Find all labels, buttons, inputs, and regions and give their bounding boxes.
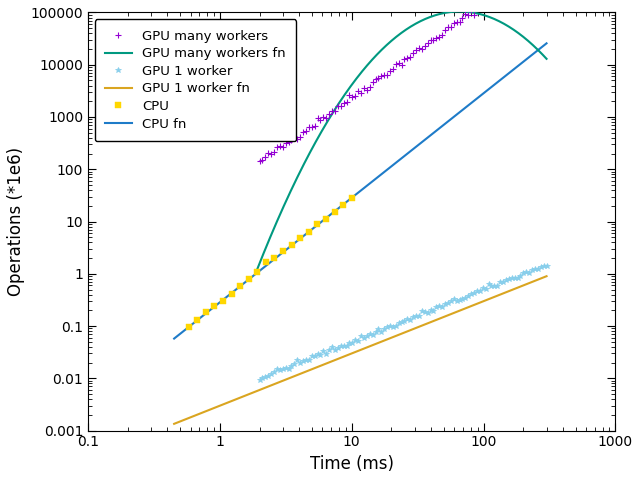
CPU fn <box>172 335 179 340</box>
CPU <box>296 235 304 241</box>
Line: GPU many workers fn: GPU many workers fn <box>257 12 547 271</box>
GPU 1 worker <box>520 270 527 276</box>
CPU <box>236 283 244 288</box>
GPU 1 worker <box>540 263 547 269</box>
GPU 1 worker <box>528 267 536 273</box>
GPU many workers fn <box>498 20 506 25</box>
GPU many workers fn <box>424 15 432 21</box>
GPU 1 worker <box>311 353 319 359</box>
GPU 1 worker fn <box>398 331 406 336</box>
X-axis label: Time (ms): Time (ms) <box>310 455 394 473</box>
Line: GPU 1 worker fn: GPU 1 worker fn <box>174 276 547 424</box>
GPU many workers <box>256 158 264 164</box>
GPU 1 worker fn <box>508 287 515 293</box>
GPU many workers fn <box>516 32 524 37</box>
GPU 1 worker fn <box>484 297 492 302</box>
GPU many workers fn <box>253 265 261 271</box>
GPU many workers fn <box>456 9 463 14</box>
Line: GPU many workers: GPU many workers <box>257 0 549 164</box>
GPU many workers <box>427 37 435 43</box>
CPU fn <box>398 155 406 161</box>
CPU <box>253 269 261 275</box>
CPU <box>185 324 193 330</box>
GPU 1 worker <box>256 377 264 383</box>
GPU many workers <box>323 115 330 120</box>
CPU <box>305 229 313 235</box>
Y-axis label: Operations (*1e6): Operations (*1e6) <box>7 147 25 296</box>
CPU <box>219 298 227 304</box>
CPU <box>271 256 278 262</box>
CPU fn <box>508 68 515 74</box>
GPU many workers <box>311 123 319 129</box>
CPU fn <box>543 40 550 46</box>
CPU <box>228 291 236 297</box>
CPU <box>245 276 253 282</box>
CPU <box>348 195 356 201</box>
GPU 1 worker fn <box>543 273 550 279</box>
GPU 1 worker <box>404 316 412 322</box>
CPU <box>322 216 330 222</box>
GPU 1 worker <box>323 351 330 357</box>
CPU fn <box>392 160 399 166</box>
Line: CPU fn: CPU fn <box>174 43 547 338</box>
GPU 1 worker fn <box>172 420 179 426</box>
GPU many workers fn <box>543 56 550 62</box>
CPU <box>331 209 339 215</box>
CPU fn <box>391 161 399 167</box>
GPU many workers <box>404 56 412 61</box>
GPU 1 worker fn <box>391 334 399 339</box>
CPU <box>211 303 218 309</box>
CPU <box>193 317 201 323</box>
GPU many workers fn <box>253 268 260 274</box>
Legend: GPU many workers, GPU many workers fn, GPU 1 worker, GPU 1 worker fn, CPU, CPU f: GPU many workers, GPU many workers fn, G… <box>95 19 296 141</box>
CPU <box>288 241 296 247</box>
GPU 1 worker <box>543 264 550 269</box>
GPU many workers fn <box>426 14 433 20</box>
CPU <box>279 248 287 254</box>
CPU <box>202 310 210 315</box>
Line: CPU: CPU <box>185 194 355 330</box>
GPU 1 worker fn <box>392 333 399 339</box>
GPU many workers fn <box>430 13 438 19</box>
GPU 1 worker fn <box>170 421 178 427</box>
CPU <box>262 259 269 265</box>
CPU fn <box>484 87 492 93</box>
CPU <box>314 221 321 227</box>
CPU <box>339 202 347 208</box>
GPU 1 worker <box>427 307 435 312</box>
Line: GPU 1 worker: GPU 1 worker <box>257 263 549 383</box>
CPU fn <box>170 336 178 341</box>
